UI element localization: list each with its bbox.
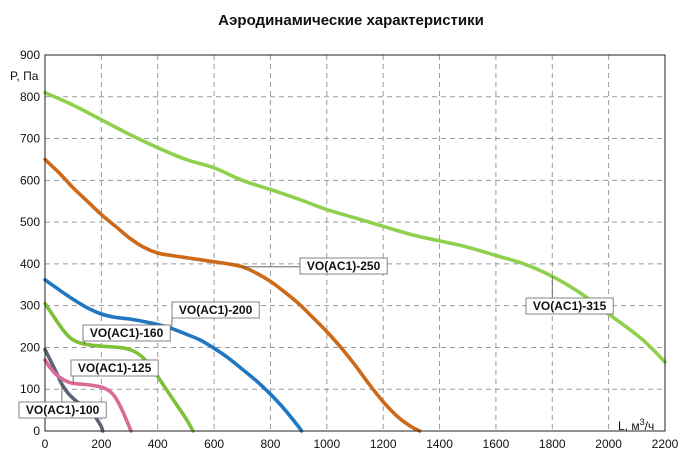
y-tick-label: 500 <box>20 215 40 229</box>
series-label-vo-ac1-315: VO(AC1)-315 <box>533 299 607 313</box>
y-tick-label: 400 <box>20 257 40 271</box>
y-tick-label: 300 <box>20 299 40 313</box>
y-tick-label: 0 <box>33 424 40 438</box>
x-tick-label: 600 <box>204 437 224 451</box>
chart-title: Аэродинамические характеристики <box>218 12 484 29</box>
series-label-vo-ac1-125: VO(AC1)-125 <box>78 361 152 375</box>
x-tick-label: 2200 <box>652 437 679 451</box>
series-line-vo-ac1-315 <box>43 90 667 364</box>
x-tick-label: 1000 <box>313 437 340 451</box>
y-tick-label: 800 <box>20 90 40 104</box>
series-label-vo-ac1-160: VO(AC1)-160 <box>90 326 164 340</box>
grid <box>45 55 665 431</box>
series-labels: VO(AC1)-100 VO(AC1)-125 VO(AC1)-160 VO(AC1)… <box>18 257 614 419</box>
y-tick-label: 700 <box>20 132 40 146</box>
y-axis-label: P, Па <box>10 69 39 83</box>
x-axis-label-sup: 3 <box>640 417 645 427</box>
series-label-box <box>82 324 171 342</box>
plot-frame <box>44 54 666 432</box>
x-axis-label: L, м3/ч <box>618 417 654 433</box>
series-label-box <box>18 401 107 419</box>
series-label-vo-ac1-200: VO(AC1)-200 <box>179 303 253 317</box>
x-tick-label: 200 <box>91 437 111 451</box>
series-label-vo-ac1-100: VO(AC1)-100 <box>26 403 100 417</box>
series-line-vo-ac1-160 <box>43 301 195 433</box>
axis-ticks: 0 200 400 600 800 1000 1200 1400 1600 1800 2000 220… <box>20 48 679 451</box>
y-tick-label: 100 <box>20 382 40 396</box>
x-tick-label: 0 <box>42 437 49 451</box>
x-tick-label: 2000 <box>595 437 622 451</box>
series-label-box <box>299 257 388 275</box>
y-tick-label: 200 <box>20 340 40 354</box>
series-line-vo-ac1-200 <box>43 278 304 433</box>
x-axis-label-suffix: /ч <box>645 419 655 433</box>
x-tick-label: 1400 <box>426 437 453 451</box>
y-tick-label: 600 <box>20 173 40 187</box>
x-tick-label: 1800 <box>539 437 566 451</box>
x-tick-label: 400 <box>148 437 168 451</box>
series-curves <box>43 90 667 433</box>
series-line-vo-ac1-125 <box>43 358 133 433</box>
series-label-vo-ac1-250: VO(AC1)-250 <box>307 259 381 273</box>
x-tick-label: 1600 <box>483 437 510 451</box>
series-line-vo-ac1-250 <box>43 157 422 433</box>
x-axis-label-prefix: L, м <box>618 419 640 433</box>
x-tick-label: 800 <box>260 437 280 451</box>
y-tick-label: 900 <box>20 48 40 62</box>
series-label-box <box>525 297 614 315</box>
x-tick-label: 1200 <box>370 437 397 451</box>
series-label-box <box>70 359 159 377</box>
series-label-box <box>171 301 260 319</box>
